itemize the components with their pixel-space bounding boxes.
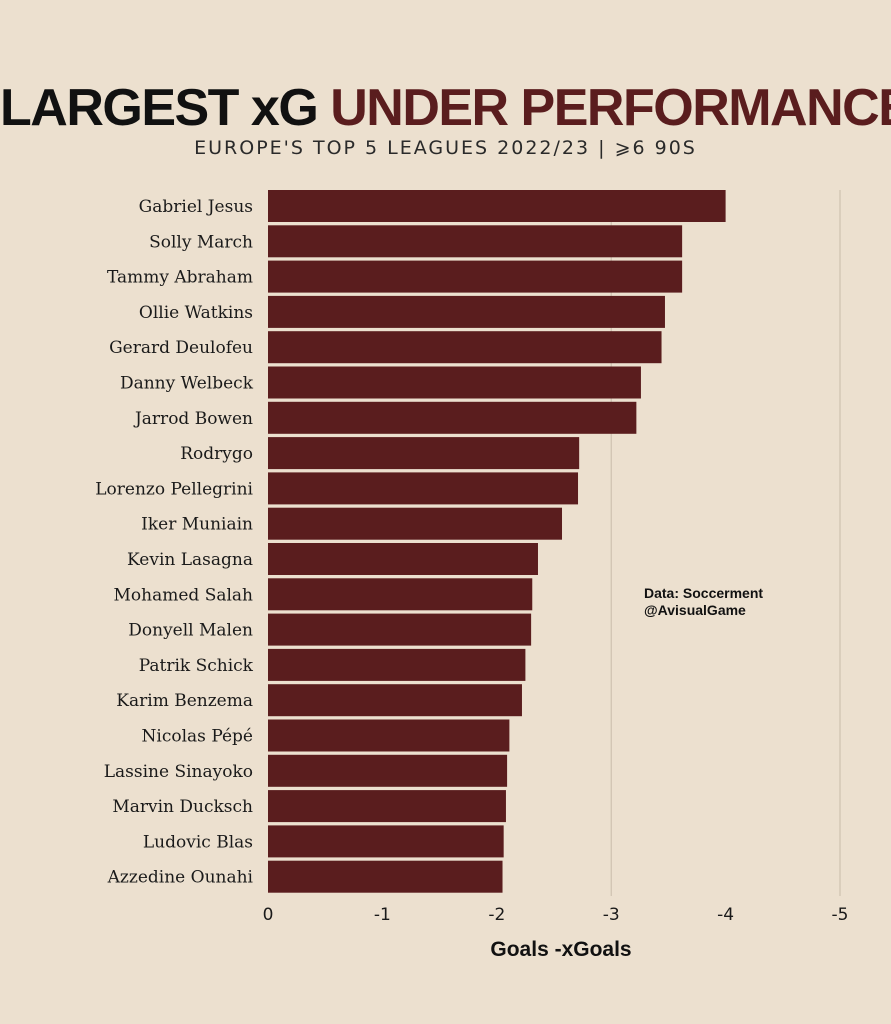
category-label: Tammy Abraham [107,268,253,288]
bar-14 [268,648,526,681]
bar-20 [268,860,503,893]
chart-title: LARGEST xG UNDER PERFORMANCE [0,78,891,138]
bar-6 [268,366,641,399]
x-tick-label: -3 [603,905,620,925]
title-part-2: UNDER PERFORMANCE [330,79,891,137]
bar-7 [268,401,637,434]
bar-8 [268,437,580,470]
bar-10 [268,507,563,540]
bar-2 [268,225,683,258]
tick-labels: 0 -1 -2 -3 -4 -5 [263,905,849,925]
bar-3 [268,260,683,293]
category-label: Lassine Sinayoko [104,762,253,782]
bar-11 [268,543,538,575]
category-label: Karim Benzema [116,691,253,711]
category-label: Solly March [149,232,253,252]
author-credit: @AvisualGame [644,602,746,618]
category-label: Lorenzo Pellegrini [95,479,253,499]
bar-9 [268,472,579,505]
bar-15 [268,684,522,717]
bar-13 [268,613,532,646]
category-label: Gerard Deulofeu [109,338,253,358]
data-source-credit: Data: Soccerment [644,585,763,601]
x-tick-label: -2 [488,905,505,925]
category-label: Danny Welbeck [120,374,254,394]
category-label: Marvin Ducksch [112,797,253,817]
category-label: Nicolas Pépé [142,727,253,747]
x-tick-label: -5 [832,905,849,925]
bar-16 [268,719,510,752]
bars [268,190,726,893]
category-label: Azzedine Ounahi [107,868,254,888]
category-label: Iker Muniain [141,515,253,535]
category-label: Gabriel Jesus [139,197,253,217]
bar-18 [268,790,506,823]
bar-19 [268,825,504,858]
category-label: Kevin Lasagna [127,550,253,570]
category-label: Mohamed Salah [114,585,254,605]
bar-1 [268,190,726,222]
title-part-1: LARGEST xG [0,79,319,137]
category-label: Jarrod Bowen [133,409,253,429]
category-label: Donyell Malen [128,621,253,641]
x-tick-label: -4 [717,905,734,925]
x-tick-label: 0 [263,905,274,925]
category-label: Ollie Watkins [139,303,253,323]
chart-subtitle: EUROPE'S TOP 5 LEAGUES 2022/23 | ⩾6 90S [194,137,697,159]
category-label: Ludovic Blas [143,832,253,852]
bar-5 [268,331,662,364]
category-label: Rodrygo [180,444,253,464]
category-label: Patrik Schick [139,656,254,676]
bar-4 [268,295,665,328]
category-labels: Gabriel Jesus Solly March Tammy Abraham Oll… [95,197,253,888]
x-tick-label: -1 [374,905,391,925]
bar-12 [268,578,533,611]
bar-17 [268,754,508,787]
x-axis-title: Goals -xGoals [490,938,631,961]
